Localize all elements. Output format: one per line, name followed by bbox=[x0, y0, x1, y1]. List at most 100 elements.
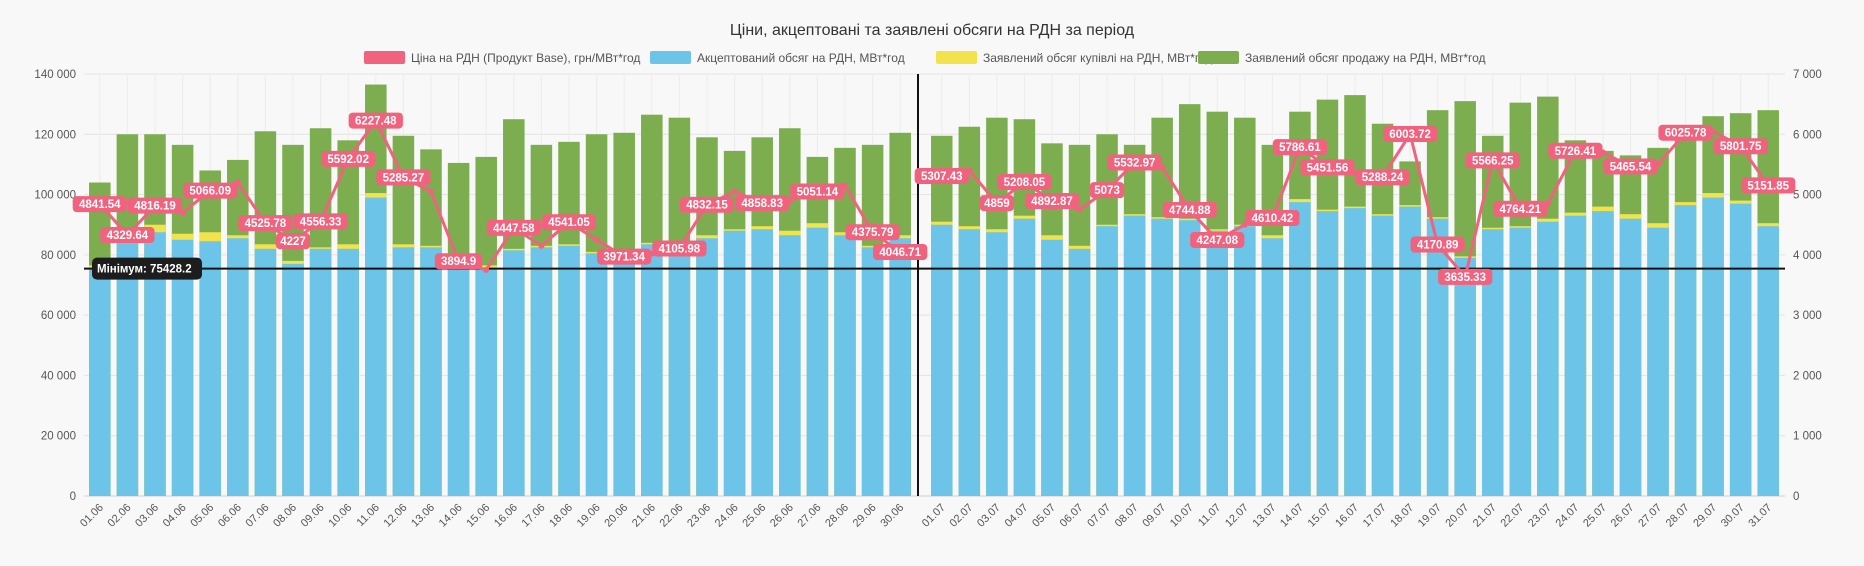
legend-swatch bbox=[936, 51, 977, 64]
y-left-tick: 0 bbox=[70, 491, 76, 503]
x-tick-label: 12.06 bbox=[382, 502, 410, 530]
legend-label: Заявлений обсяг купівлі на РДН, МВт*год bbox=[983, 51, 1212, 65]
bar-accepted bbox=[1729, 203, 1752, 496]
price-label-bg bbox=[72, 196, 127, 213]
x-tick-label: 06.07 bbox=[1058, 502, 1086, 530]
price-label: 4858.83 bbox=[741, 198, 783, 210]
price-label: 4227 bbox=[280, 236, 306, 248]
x-tick-label: 25.06 bbox=[740, 502, 768, 530]
price-label-bg bbox=[434, 253, 483, 270]
price-label-bg bbox=[486, 219, 541, 236]
price-label: 5285.27 bbox=[383, 172, 425, 184]
price-point bbox=[538, 242, 545, 249]
bar-accepted bbox=[199, 241, 221, 496]
price-label-bg bbox=[1024, 193, 1080, 210]
bar-accepted bbox=[89, 268, 111, 496]
bar-accepted bbox=[475, 268, 497, 496]
price-label: 6227.48 bbox=[355, 116, 397, 128]
bar-accepted bbox=[1234, 226, 1256, 496]
bar-accepted bbox=[806, 227, 829, 496]
y-axis-left: 0 20 000 40 000 60 000 80 000 100 000 120 000 1… bbox=[34, 69, 76, 503]
x-axis: 01.06 02.06 03.06 04.06 05.06 06.06 07.06 08.06… bbox=[78, 502, 1774, 530]
price-point bbox=[731, 188, 738, 195]
bar-accepted bbox=[668, 242, 691, 496]
bar-accepted bbox=[861, 247, 884, 496]
bar-accepted bbox=[1123, 215, 1146, 496]
x-tick-label: 22.06 bbox=[658, 502, 686, 530]
price-label-bg bbox=[1713, 138, 1768, 155]
bar-accepted bbox=[282, 263, 304, 496]
x-tick-label: 03.06 bbox=[133, 502, 161, 530]
y-left-tick: 140 000 bbox=[34, 69, 76, 81]
bar-accepted bbox=[1509, 227, 1532, 496]
price-label: 4816.19 bbox=[134, 201, 176, 213]
bar-accepted bbox=[1261, 238, 1284, 496]
bar-accepted bbox=[1178, 220, 1201, 496]
price-label: 4170.89 bbox=[1417, 240, 1459, 252]
bar-accepted bbox=[723, 230, 746, 496]
price-label: 5465.54 bbox=[1610, 162, 1652, 174]
bar-accepted bbox=[1344, 208, 1366, 496]
price-point bbox=[428, 188, 434, 195]
y-right-tick: 1 000 bbox=[1793, 431, 1822, 443]
legend-label: Заявлений обсяг продажу на РДН, МВт*год bbox=[1245, 51, 1486, 65]
price-label-bg bbox=[914, 168, 969, 185]
bar-accepted bbox=[144, 232, 166, 496]
price-label-bg bbox=[321, 150, 376, 167]
price-label: 4744.88 bbox=[1169, 205, 1211, 217]
price-label: 6003.72 bbox=[1389, 129, 1431, 141]
x-tick-label: 29.07 bbox=[1691, 502, 1719, 530]
bar-accepted bbox=[1757, 226, 1779, 496]
x-tick-label: 19.06 bbox=[575, 502, 603, 530]
price-label-bg bbox=[1245, 210, 1300, 227]
bar-accepted bbox=[1592, 211, 1614, 496]
x-tick-label: 30.07 bbox=[1719, 502, 1747, 530]
price-label: 5532.97 bbox=[1114, 157, 1156, 169]
price-label-bg bbox=[376, 169, 431, 186]
price-labels: 4841.54 4329.64 4816.19 5066.09 4525.78 4227 4… bbox=[72, 112, 1796, 285]
y-right-tick: 6 000 bbox=[1793, 129, 1822, 141]
x-tick-label: 01.06 bbox=[78, 502, 106, 530]
x-tick-label: 20.07 bbox=[1443, 502, 1471, 530]
y-right-tick: 5 000 bbox=[1793, 190, 1822, 202]
bar-accepted bbox=[613, 254, 635, 496]
bar-accepted bbox=[1647, 227, 1669, 496]
price-label-bg bbox=[1438, 268, 1493, 285]
x-tick-label: 29.06 bbox=[851, 502, 879, 530]
x-tick-label: 10.06 bbox=[326, 502, 354, 530]
minimum-line: Мінімум: 75428.2 bbox=[84, 257, 1785, 280]
x-tick-label: 26.06 bbox=[768, 502, 796, 530]
x-tick-label: 27.06 bbox=[796, 502, 824, 530]
price-label: 5288.24 bbox=[1362, 172, 1404, 184]
price-label: 4247.08 bbox=[1196, 235, 1238, 247]
x-tick-label: 19.07 bbox=[1416, 502, 1444, 530]
price-label-bg bbox=[1089, 182, 1125, 199]
x-tick-label: 17.06 bbox=[520, 502, 548, 530]
price-label: 5066.09 bbox=[189, 186, 231, 198]
bar-accepted bbox=[751, 229, 773, 496]
price-label: 5208.05 bbox=[1004, 177, 1046, 189]
price-label-bg bbox=[735, 195, 790, 212]
x-tick-label: 09.07 bbox=[1140, 502, 1168, 530]
price-label: 4892.87 bbox=[1031, 196, 1073, 208]
x-tick-label: 11.06 bbox=[355, 502, 382, 529]
x-tick-label: 25.07 bbox=[1581, 502, 1609, 530]
price-label-bg bbox=[100, 226, 155, 243]
price-label: 3894.9 bbox=[441, 256, 476, 268]
price-label-bg bbox=[127, 197, 183, 214]
bar-accepted bbox=[1289, 202, 1311, 496]
minimum-label: Мінімум: 75428.2 bbox=[97, 264, 192, 276]
price-label-bg bbox=[845, 224, 900, 241]
x-tick-label: 23.07 bbox=[1526, 502, 1554, 530]
price-label: 5051.14 bbox=[797, 186, 839, 198]
x-tick-label: 02.06 bbox=[106, 502, 134, 530]
bar-accepted bbox=[227, 238, 249, 496]
bar-accepted bbox=[1041, 239, 1063, 497]
x-tick-label: 26.07 bbox=[1609, 502, 1637, 530]
bar-accepted bbox=[1151, 218, 1173, 496]
bar-accepted bbox=[503, 250, 525, 496]
price-label: 4105.98 bbox=[659, 243, 701, 255]
bar-accepted bbox=[1068, 248, 1091, 496]
price-point bbox=[593, 236, 600, 243]
x-tick-label: 28.06 bbox=[823, 502, 851, 530]
